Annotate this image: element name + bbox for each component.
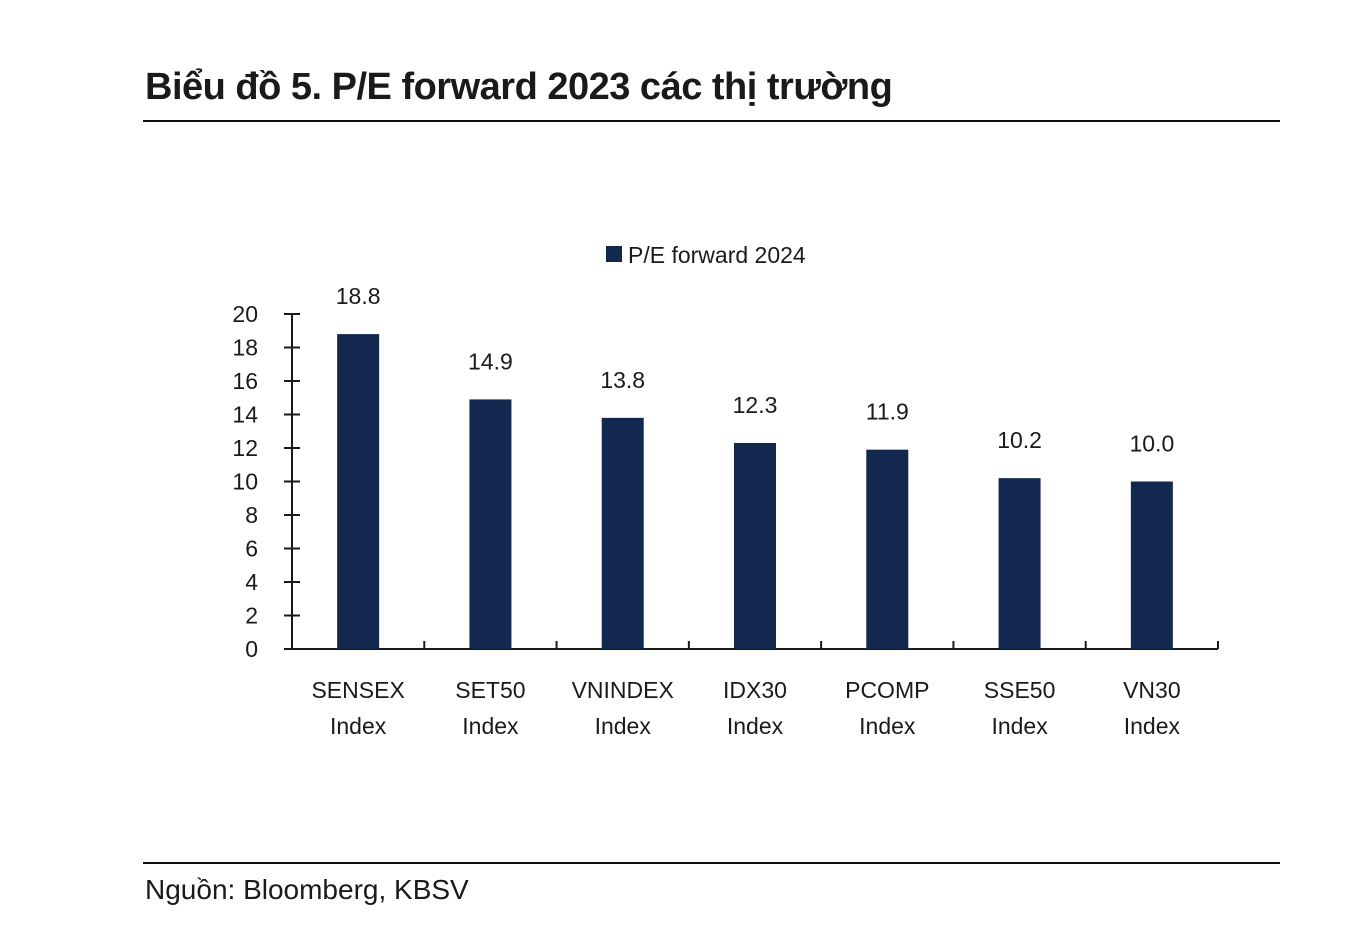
x-tick-label-line: PCOMP [845, 677, 929, 703]
data-label: 11.9 [866, 399, 909, 425]
category-labels: SENSEX Index SET50 Index VNINDEX Index IDX30 In… [311, 677, 1180, 739]
bar [734, 442, 776, 649]
data-label: 14.9 [468, 348, 513, 374]
data-label: 10.0 [1129, 431, 1174, 457]
y-tick-label: 10 [232, 469, 258, 495]
x-tick-label-line: IDX30 [723, 677, 787, 703]
source-note: Nguồn: Bloomberg, KBSV [145, 874, 469, 905]
x-tick-label-line: VN30 [1123, 677, 1181, 703]
bar [469, 399, 512, 649]
bar [337, 334, 380, 649]
x-tick-label-line: SET50 [455, 677, 525, 703]
y-tick-label: 2 [245, 603, 258, 629]
x-tick-label-line: Index [1124, 713, 1181, 739]
x-tick-label-line: SENSEX [311, 677, 404, 703]
y-tick-label: 16 [232, 368, 258, 394]
bar [601, 417, 644, 649]
x-tick-label-line: VNINDEX [572, 677, 674, 703]
y-tick-label: 6 [245, 536, 258, 562]
data-label: 12.3 [733, 392, 778, 418]
x-tick-label: SSE50 Index [984, 677, 1056, 739]
x-tick-label-line: Index [330, 713, 387, 739]
y-tick-label: 20 [232, 301, 258, 327]
title-divider [143, 120, 1280, 122]
bars [337, 334, 1173, 649]
y-axis: 0 2 4 6 8 10 12 14 16 18 20 [232, 301, 300, 662]
x-tick-label-line: SSE50 [984, 677, 1056, 703]
x-tick-label: SENSEX Index [311, 677, 404, 739]
source-divider [143, 862, 1280, 864]
y-tick-label: 12 [232, 435, 258, 461]
x-tick-label: SET50 Index [455, 677, 525, 739]
chart-title: Biểu đồ 5. P/E forward 2023 các thị trườ… [145, 66, 893, 108]
x-tick-label: VN30 Index [1123, 677, 1181, 739]
x-tick-label-line: Index [462, 713, 519, 739]
data-label: 18.8 [336, 283, 381, 309]
x-tick-label-line: Index [595, 713, 652, 739]
y-tick-label: 14 [232, 402, 258, 428]
data-labels: 18.8 14.9 13.8 12.3 11.9 10.2 10.0 [336, 283, 1174, 456]
bar [866, 449, 909, 649]
bar [1130, 481, 1173, 649]
data-label: 10.2 [997, 427, 1042, 453]
y-tick-label: 0 [245, 636, 258, 662]
x-tick-label-line: Index [991, 713, 1048, 739]
y-tick-label: 8 [245, 502, 258, 528]
bar [998, 478, 1041, 649]
legend: P/E forward 2024 [606, 242, 806, 268]
legend-swatch [606, 246, 622, 262]
x-tick-label: IDX30 Index [723, 677, 787, 739]
x-tick-label-line: Index [727, 713, 784, 739]
x-tick-label-line: Index [859, 713, 916, 739]
y-tick-label: 4 [245, 569, 258, 595]
y-tick-label: 18 [232, 335, 258, 361]
data-label: 13.8 [600, 367, 645, 393]
legend-label: P/E forward 2024 [628, 242, 806, 268]
x-tick-label: VNINDEX Index [572, 677, 674, 739]
x-tick-label: PCOMP Index [845, 677, 929, 739]
